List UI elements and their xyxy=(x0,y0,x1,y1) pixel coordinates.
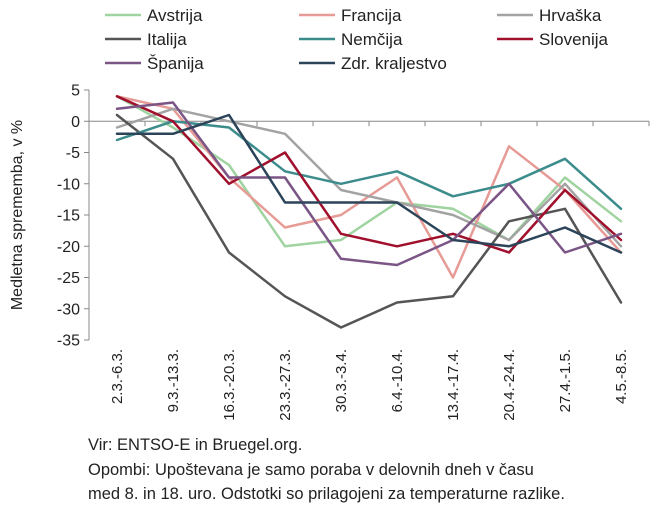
y-tick-label: -30 xyxy=(57,301,80,318)
x-tick-label: 30.3.-3.4. xyxy=(333,349,350,412)
remark-note-line-2: med 8. in 18. uro. Odstotki so prilagoje… xyxy=(88,485,565,503)
x-tick-label: 13.4.-17.4. xyxy=(445,349,462,421)
series-line-italija xyxy=(115,113,623,329)
legend-label: Zdr. kraljestvo xyxy=(341,54,447,73)
x-tick-label: 6.4.-10.4. xyxy=(389,349,406,412)
y-axis: 5 0 -5 -10 -15 -20 -25 -30 -35 xyxy=(57,83,90,350)
y-tick-label: -10 xyxy=(57,176,80,193)
remark-note-line-1: Opombi: Upoštevana je samo poraba v delo… xyxy=(88,460,534,479)
y-tick-label: -15 xyxy=(57,208,80,225)
source-note: Vir: ENTSO-E in Bruegel.org. xyxy=(88,436,303,454)
legend-label: Hrvaška xyxy=(539,6,602,25)
series-line-avstrija xyxy=(115,95,623,248)
x-tick-label: 16.3.-20.3. xyxy=(221,349,238,421)
legend: Avstrija Francija Hrvaška Italija Nemčija Slo… xyxy=(105,6,609,73)
series-line-zdr-kraljestvo xyxy=(115,113,623,254)
y-tick-label: 0 xyxy=(71,114,80,131)
chart-notes: Vir: ENTSO-E in Bruegel.org. Opombi: Upo… xyxy=(88,433,663,507)
y-tick-label: 5 xyxy=(71,83,80,100)
x-tick-label: 9.3.-13.3. xyxy=(165,349,182,412)
x-tick-label: 23.3.-27.3. xyxy=(277,349,294,421)
series-line-hrvaska xyxy=(115,107,623,248)
legend-label: Italija xyxy=(147,30,187,49)
y-tick-label: -25 xyxy=(57,270,80,287)
x-tick-label: 20.4.-24.4. xyxy=(501,349,518,421)
legend-label: Španija xyxy=(147,54,204,73)
legend-label: Slovenija xyxy=(539,30,609,49)
legend-label: Francija xyxy=(341,6,402,25)
series-lines xyxy=(115,95,623,329)
x-tick-label: 4.5.-8.5. xyxy=(613,349,630,404)
series-line-spanija xyxy=(115,101,623,267)
series-line-slovenija xyxy=(115,95,623,254)
x-tick-label: 2.3.-6.3. xyxy=(109,349,126,404)
y-tick-label: -35 xyxy=(57,333,80,350)
x-axis: 2.3.-6.3. 9.3.-13.3. 16.3.-20.3. 23.3.-27.3… xyxy=(88,120,650,421)
y-tick-label: -20 xyxy=(57,239,80,256)
legend-label: Nemčija xyxy=(341,30,403,49)
legend-label: Avstrija xyxy=(147,6,203,25)
y-axis-label: Medletna sprememba, v % xyxy=(9,120,26,310)
x-tick-label: 27.4.-1.5. xyxy=(557,349,574,412)
line-chart: Avstrija Francija Hrvaška Italija Nemčija Slo… xyxy=(9,6,650,421)
y-tick-label: -5 xyxy=(66,145,80,162)
